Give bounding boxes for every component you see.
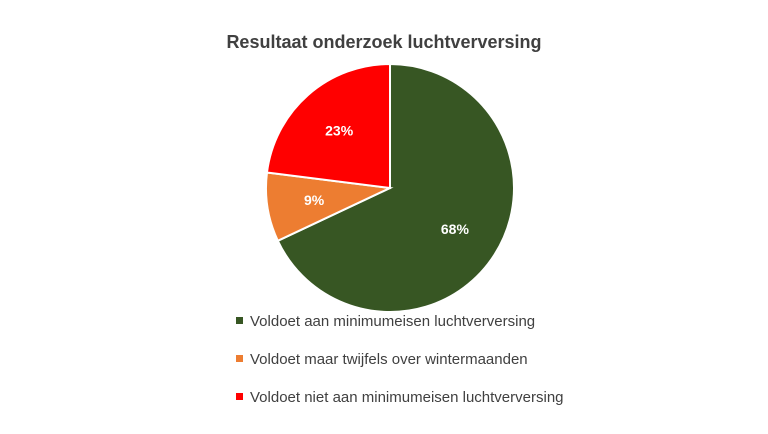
slice-data-label-3: 23% (325, 122, 354, 138)
legend-swatch-1 (236, 317, 243, 324)
pie-slice-1 (276, 62, 515, 313)
slice-data-label-2: 9% (304, 192, 325, 208)
slice-labels: 68% 9% 23% (304, 122, 470, 237)
legend-label-3: Voldoet niet aan minimumeisen luchtverve… (250, 389, 564, 406)
legend-label-1: Voldoet aan minimumeisen luchtverversing (250, 313, 535, 330)
legend-label-2: Voldoet maar twijfels over wintermaanden (250, 351, 528, 368)
legend: Voldoet aan minimumeisen luchtverversing… (236, 313, 564, 406)
legend-swatch-3 (236, 393, 243, 400)
legend-swatch-2 (236, 355, 243, 362)
chart-title: Resultaat onderzoek luchtverversing (226, 32, 541, 52)
pie-slice-3 (265, 62, 391, 190)
slice-data-label-1: 68% (441, 221, 470, 237)
pie-slices (265, 62, 515, 313)
